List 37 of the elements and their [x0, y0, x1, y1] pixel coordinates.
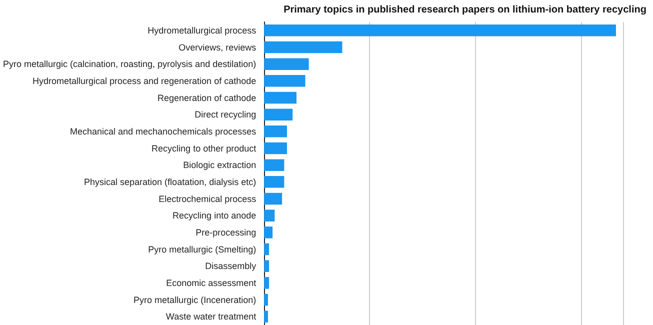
y-tick-label: Waste water treatment: [166, 312, 257, 322]
bar: [264, 41, 342, 54]
bar: [264, 277, 270, 289]
bar: [264, 108, 293, 120]
bar: [264, 92, 296, 104]
y-tick-label: Recycling into anode: [172, 210, 256, 221]
y-tick-label: Regeneration of cathode: [158, 92, 256, 103]
bar: [264, 226, 273, 238]
bar: [264, 58, 309, 70]
y-tick-label: Overviews, reviews: [178, 42, 257, 52]
bar: [264, 142, 287, 154]
bar: [264, 159, 284, 171]
y-tick-label: Pyro metallurgic (Smelting): [148, 244, 256, 254]
y-tick-label: Economic assessment: [166, 278, 257, 288]
y-tick-label: Electrochemical process: [158, 194, 257, 204]
y-tick-label: Pre-processing: [196, 227, 256, 238]
bar: [264, 243, 270, 256]
bar: [264, 310, 268, 322]
bar: [264, 75, 306, 87]
bar: [264, 260, 270, 272]
bar: [264, 176, 284, 188]
y-tick-label: Pyro metallurgic (calcination, roasting, pyrolysis and destilation): [2, 59, 256, 70]
bar: [264, 192, 282, 205]
bar: [264, 126, 287, 138]
y-tick-label: Hydrometallurgical process and regeneration of cathode: [32, 76, 256, 86]
bar: [264, 24, 616, 36]
y-tick-label: Hydrometallurgical process: [148, 25, 257, 36]
y-tick-label: Recycling to other product: [152, 143, 257, 154]
y-tick-label: Biologic extraction: [183, 160, 256, 170]
y-tick-label: Direct recycling: [194, 110, 256, 120]
y-tick-label: Disassembly: [205, 261, 257, 272]
y-tick-label: Pyro metallurgic (Inceneration): [134, 294, 256, 305]
bar: [264, 210, 275, 222]
y-tick-label: Physical separation (floatation, dialysis etc): [84, 176, 256, 187]
y-tick-label: Mechanical and mechanochemicals processes: [70, 126, 257, 136]
chart-title: Primary topics in published research papers on lithium-ion battery recycling: [284, 4, 646, 16]
bar: [264, 294, 268, 306]
